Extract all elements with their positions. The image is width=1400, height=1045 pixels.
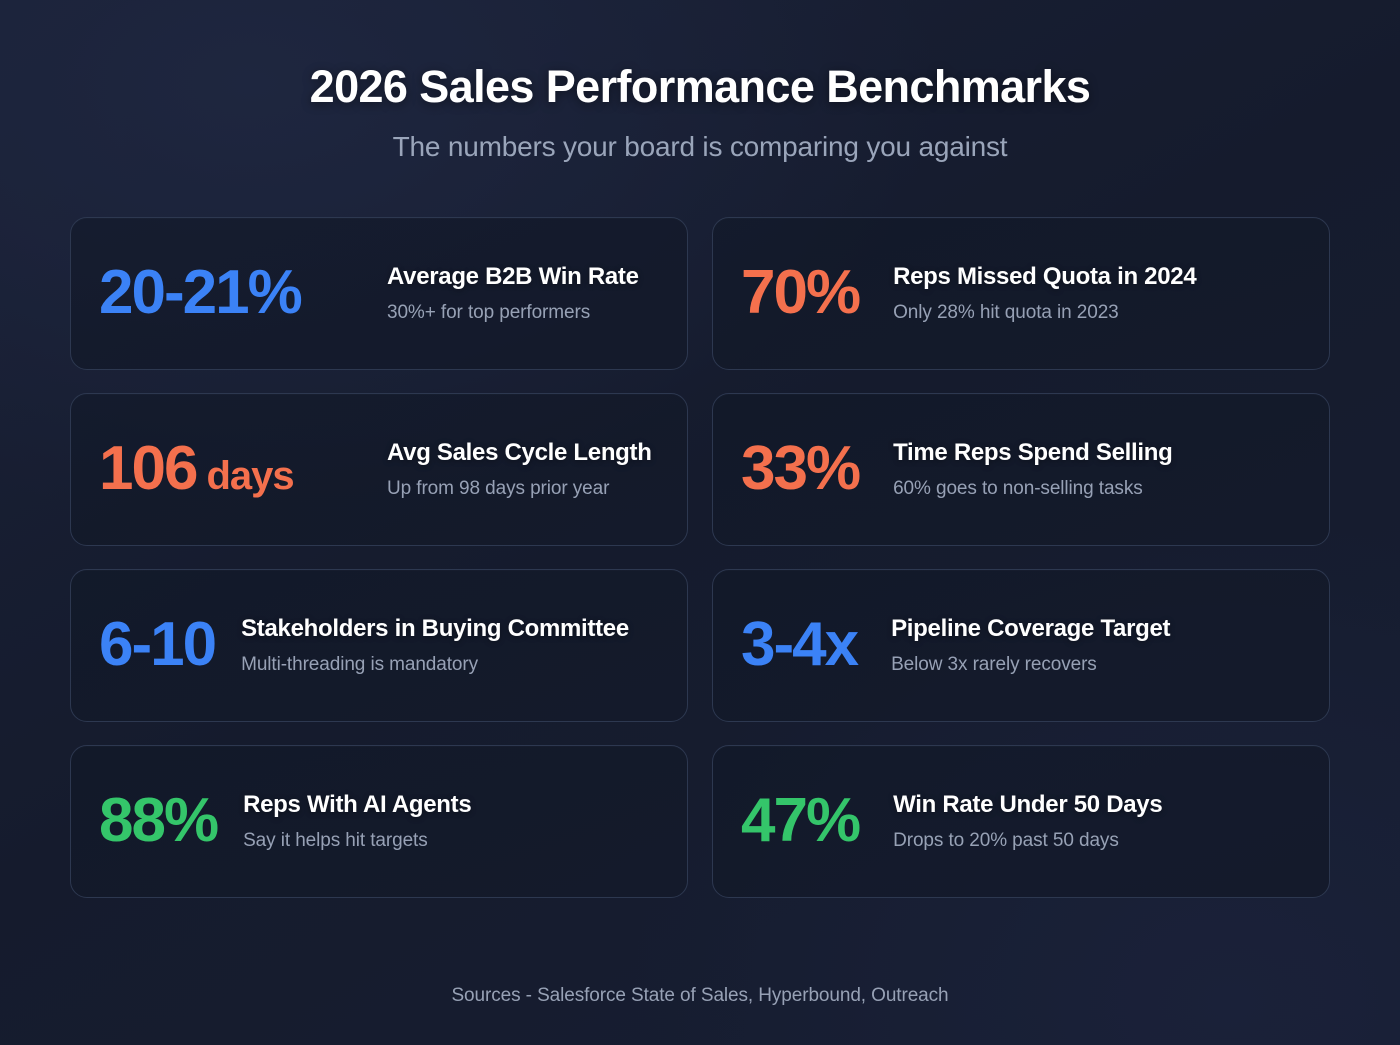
page-title: 2026 Sales Performance Benchmarks [309,61,1091,112]
stat-subtext: Below 3x rarely recovers [891,653,1097,675]
stat-suffix: days [206,454,294,499]
stat-body: Time Reps Spend Selling 60% goes to non-… [859,438,1303,501]
stat-title: Reps With AI Agents [243,791,472,819]
stat-figure: 33% [741,434,861,504]
stat-figure: 106 days [99,438,361,500]
stat-figure: 70% [741,258,861,328]
stat-title: Stakeholders in Buying Committee [241,615,629,643]
stat-value: 33% [741,434,861,504]
stat-body: Avg Sales Cycle Length Up from 98 days p… [361,438,661,501]
stat-title: Time Reps Spend Selling [893,439,1173,467]
stat-card-reps-missed-quota-in-2024: 70% Reps Missed Quota in 2024 Only 28% h… [712,216,1330,370]
stat-card-pipeline-coverage-target: 3-4x Pipeline Coverage Target Below 3x r… [712,568,1330,722]
stat-card-grid: 20-21% Average B2B Win Rate 30%+ for top… [70,216,1330,898]
page-subtitle: The numbers your board is comparing you … [392,131,1008,163]
header: 2026 Sales Performance Benchmarks The nu… [70,61,1330,164]
stat-subtext: Say it helps hit targets [243,829,428,851]
stat-card-avg-sales-cycle-length: 106 days Avg Sales Cycle Length Up from … [70,392,688,546]
stat-value: 47% [741,786,861,856]
stat-card-time-reps-spend-selling: 33% Time Reps Spend Selling 60% goes to … [712,392,1330,546]
stat-title: Reps Missed Quota in 2024 [893,263,1197,291]
stat-value: 70% [741,258,861,328]
stat-value: 106 [99,434,198,504]
stat-title: Win Rate Under 50 Days [893,791,1163,819]
stat-card-stakeholders-in-buying-committee: 6-10 Stakeholders in Buying Committee Mu… [70,568,688,722]
stat-value: 20-21% [99,258,303,328]
stat-title: Avg Sales Cycle Length [387,439,652,467]
stat-figure: 88% [99,786,219,856]
stat-subtext: Only 28% hit quota in 2023 [893,301,1119,323]
stat-card-win-rate-under-50-days: 47% Win Rate Under 50 Days Drops to 20% … [712,744,1330,898]
stat-body: Stakeholders in Buying Committee Multi-t… [215,614,661,677]
stat-figure: 3-4x [741,610,859,680]
stat-title: Average B2B Win Rate [387,263,639,291]
sources-footer: Sources - Salesforce State of Sales, Hyp… [451,985,949,1006]
stat-figure: 47% [741,786,861,856]
stat-subtext: 30%+ for top performers [387,301,591,323]
stat-body: Reps With AI Agents Say it helps hit tar… [217,790,661,853]
stat-subtext: Up from 98 days prior year [387,477,610,499]
stat-title: Pipeline Coverage Target [891,615,1171,643]
stat-card-average-b2b-win-rate: 20-21% Average B2B Win Rate 30%+ for top… [70,216,688,370]
stat-body: Pipeline Coverage Target Below 3x rarely… [857,614,1303,677]
stat-figure: 20-21% [99,262,361,324]
stat-card-reps-with-ai-agents: 88% Reps With AI Agents Say it helps hit… [70,744,688,898]
stat-value: 88% [99,786,219,856]
stat-subtext: Multi-threading is mandatory [241,653,479,675]
stat-subtext: 60% goes to non-selling tasks [893,477,1143,499]
stat-body: Win Rate Under 50 Days Drops to 20% past… [859,790,1303,853]
stat-body: Average B2B Win Rate 30%+ for top perfor… [361,262,661,325]
stat-body: Reps Missed Quota in 2024 Only 28% hit q… [859,262,1303,325]
stat-value: 3-4x [741,610,859,680]
stat-subtext: Drops to 20% past 50 days [893,829,1119,851]
stat-figure: 6-10 [99,610,217,680]
stat-value: 6-10 [99,610,217,680]
